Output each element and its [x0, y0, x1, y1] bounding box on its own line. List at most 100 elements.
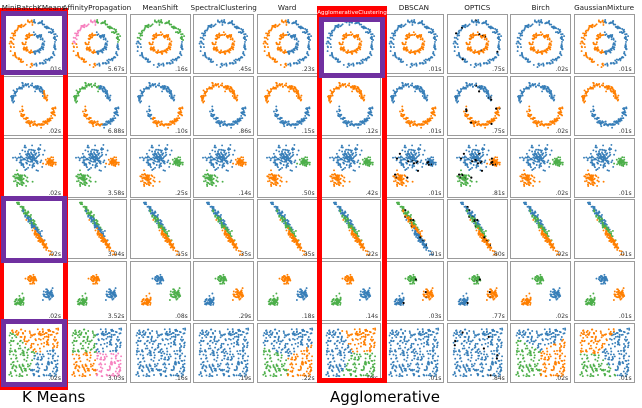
cell-r6-c1: .02s	[3, 323, 64, 383]
time-label: .10s	[175, 127, 188, 135]
cell-r2-c1: .02s	[3, 75, 64, 136]
scatter-plot	[261, 327, 313, 378]
time-label: .08s	[175, 313, 188, 321]
scatter-plot	[579, 19, 629, 69]
cell-r3-c8: .81s	[446, 137, 508, 198]
time-label: .02s	[555, 313, 569, 321]
cell-r4-c5: .35s	[256, 199, 318, 260]
time-label: .22s	[365, 251, 378, 259]
scatter-plot	[515, 19, 566, 69]
column-title-spectralclustering: SpectralClustering	[190, 3, 257, 12]
cell-r4-c2: 3.04s	[66, 199, 128, 260]
cell-r1-c6	[320, 14, 381, 74]
cell-r1-c8: .75s	[446, 14, 508, 74]
cell-r6-c4: .19s	[193, 323, 255, 383]
cell-r1-c1: .01s	[3, 14, 64, 74]
time-label: .86s	[238, 127, 252, 135]
scatter-plot	[580, 81, 628, 129]
time-label: .25s	[175, 189, 188, 197]
scatter-plot	[396, 202, 434, 256]
scatter-plot	[586, 202, 625, 256]
cell-r3-c5: .50s	[256, 137, 318, 198]
cell-r5-c6: .14s	[320, 261, 381, 322]
scatter-plot	[269, 202, 308, 256]
scatter-plot	[453, 81, 501, 129]
scatter-plot	[198, 19, 249, 69]
cell-r6-c10: .01s	[573, 323, 635, 383]
scatter-plot	[523, 202, 561, 256]
time-label: .75s	[492, 127, 505, 135]
scatter-plot	[79, 202, 117, 256]
time-label: .02s	[48, 313, 61, 321]
cell-r2-c9: .02s	[510, 75, 572, 136]
scatter-plot	[15, 202, 54, 256]
time-label: .02s	[48, 127, 61, 135]
cell-r5-c9: .02s	[510, 261, 572, 322]
time-label: .01s	[428, 189, 442, 197]
scatter-plot	[388, 327, 440, 378]
scatter-plot	[325, 327, 377, 378]
cell-r4-c6: .22s	[320, 199, 381, 260]
column-title-dbscan: DBSCAN	[398, 3, 429, 12]
cell-r5-c3: .08s	[129, 261, 191, 322]
scatter-plot	[202, 143, 247, 187]
time-label: 3.04s	[107, 251, 125, 259]
time-label: .15s	[301, 127, 315, 135]
scatter-plot	[452, 327, 503, 378]
cell-r6-c8: .84s	[446, 323, 508, 383]
cell-r1-c2: 5.67s	[66, 14, 128, 74]
time-label: .02s	[555, 251, 569, 259]
scatter-plot	[262, 19, 312, 69]
time-label: .45s	[238, 66, 252, 73]
scatter-plot	[519, 143, 564, 187]
cell-r3-c4: .14s	[193, 137, 255, 198]
time-label: .23s	[301, 66, 315, 73]
scatter-plot	[578, 327, 630, 378]
cell-r2-c8: .75s	[446, 75, 508, 136]
time-label: .01s	[428, 375, 442, 382]
time-label: .01s	[618, 313, 632, 321]
time-label: .02s	[555, 375, 569, 382]
time-label: .16s	[175, 375, 188, 382]
scatter-plot	[389, 19, 439, 69]
time-label: .12s	[365, 127, 378, 135]
time-label: .18s	[301, 313, 315, 321]
time-label: .03s	[428, 313, 442, 321]
time-label: .08s	[365, 375, 378, 382]
cell-r1-c4: .45s	[193, 14, 255, 74]
time-label: .50s	[301, 189, 315, 197]
time-label: 5.67s	[107, 66, 125, 73]
scatter-plot	[325, 19, 376, 69]
time-label: .42s	[365, 189, 378, 197]
scatter-plot	[140, 274, 181, 307]
cell-r3-c2: 3.58s	[66, 137, 128, 198]
cell-r5-c8: .77s	[446, 261, 508, 322]
time-label: .01s	[428, 66, 442, 73]
scatter-plot	[200, 81, 247, 129]
scatter-plot	[142, 202, 181, 256]
scatter-plot	[394, 274, 435, 307]
time-label: .01s	[618, 189, 632, 197]
column-title-optics: OPTICS	[464, 3, 491, 12]
time-label: .35s	[301, 251, 315, 259]
cell-r3-c6: .42s	[320, 137, 381, 198]
scatter-plot	[71, 327, 123, 378]
time-label: .01s	[48, 66, 61, 73]
scatter-plot	[330, 274, 372, 307]
cell-r3-c1: .02s	[3, 137, 64, 198]
cell-r5-c1: .02s	[3, 261, 64, 322]
cell-r1-c5: .23s	[256, 14, 318, 74]
cell-r2-c2: 6.88s	[66, 75, 128, 136]
cell-r5-c5: .18s	[256, 261, 318, 322]
scatter-plot	[457, 274, 498, 307]
time-label: 3.03s	[107, 375, 125, 382]
time-label: .02s	[48, 251, 61, 259]
cell-r6-c9: .02s	[510, 323, 572, 383]
time-label: .01s	[618, 251, 632, 259]
cell-r1-c3: .16s	[129, 14, 191, 74]
k-means-label: K Means	[22, 388, 86, 406]
time-label: .77s	[492, 313, 505, 321]
scatter-plot	[73, 81, 120, 129]
scatter-plot	[10, 81, 57, 129]
cell-r4-c8: .80s	[446, 199, 508, 260]
